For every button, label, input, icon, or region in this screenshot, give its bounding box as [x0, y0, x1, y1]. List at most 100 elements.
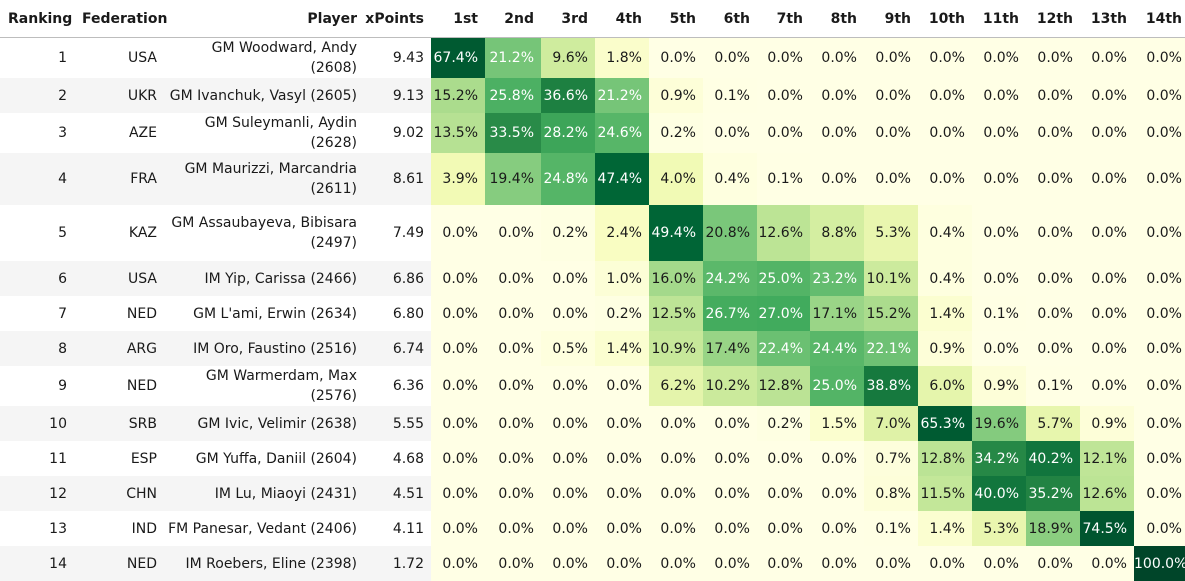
probability-cell: 35.2%: [1026, 476, 1080, 511]
probability-cell: 24.8%: [541, 153, 595, 205]
probability-cell: 0.0%: [485, 546, 541, 581]
probability-cell: 10.1%: [864, 261, 918, 296]
probability-cell: 0.0%: [649, 476, 703, 511]
header-position-6th[interactable]: 6th: [703, 0, 757, 38]
header-position-14th[interactable]: 14th: [1134, 0, 1185, 38]
probability-cell: 0.0%: [485, 406, 541, 441]
probability-cell: 0.0%: [485, 205, 541, 261]
probability-cell: 24.6%: [595, 113, 649, 153]
header-position-9th[interactable]: 9th: [864, 0, 918, 38]
probability-cell: 0.0%: [541, 406, 595, 441]
probability-cell: 0.0%: [757, 38, 810, 79]
probability-cell: 0.0%: [810, 113, 864, 153]
header-position-2nd[interactable]: 2nd: [485, 0, 541, 38]
probability-cell: 12.5%: [649, 296, 703, 331]
probability-cell: 1.4%: [918, 296, 972, 331]
probability-cell: 65.3%: [918, 406, 972, 441]
probability-cell: 0.0%: [703, 441, 757, 476]
probability-cell: 0.1%: [703, 78, 757, 113]
header-position-4th[interactable]: 4th: [595, 0, 649, 38]
probability-cell: 0.0%: [485, 331, 541, 366]
probability-cell: 0.0%: [972, 261, 1026, 296]
xpoints-cell: 1.72: [364, 546, 431, 581]
probability-cell: 0.0%: [972, 331, 1026, 366]
probability-cell: 0.0%: [757, 441, 810, 476]
probability-cell: 0.0%: [431, 331, 485, 366]
probability-cell: 0.0%: [431, 441, 485, 476]
probability-cell: 25.0%: [757, 261, 810, 296]
probability-cell: 0.0%: [1080, 113, 1134, 153]
probability-cell: 0.0%: [649, 546, 703, 581]
header-position-11th[interactable]: 11th: [972, 0, 1026, 38]
probability-cell: 24.2%: [703, 261, 757, 296]
header-player[interactable]: Player: [164, 0, 364, 38]
probability-cell: 0.4%: [918, 261, 972, 296]
probability-cell: 5.7%: [1026, 406, 1080, 441]
xpoints-cell: 6.36: [364, 366, 431, 406]
xpoints-cell: 4.68: [364, 441, 431, 476]
player-cell: GM L'ami, Erwin (2634): [164, 296, 364, 331]
ranking-cell: 5: [0, 205, 74, 261]
player-cell: IM Yip, Carissa (2466): [164, 261, 364, 296]
probability-cell: 0.0%: [541, 511, 595, 546]
probability-cell: 0.0%: [1026, 261, 1080, 296]
header-position-10th[interactable]: 10th: [918, 0, 972, 38]
probability-cell: 0.0%: [1080, 38, 1134, 79]
probability-cell: 0.2%: [757, 406, 810, 441]
federation-cell: AZE: [74, 113, 164, 153]
probability-cell: 0.0%: [1134, 205, 1185, 261]
probability-cell: 0.0%: [431, 205, 485, 261]
xpoints-cell: 7.49: [364, 205, 431, 261]
probability-cell: 0.9%: [972, 366, 1026, 406]
probability-cell: 15.2%: [864, 296, 918, 331]
header-position-12th[interactable]: 12th: [1026, 0, 1080, 38]
probability-cell: 0.0%: [1134, 261, 1185, 296]
probability-cell: 67.4%: [431, 38, 485, 79]
ranking-cell: 3: [0, 113, 74, 153]
probability-cell: 49.4%: [649, 205, 703, 261]
probability-cell: 0.5%: [541, 331, 595, 366]
xpoints-cell: 6.74: [364, 331, 431, 366]
header-position-8th[interactable]: 8th: [810, 0, 864, 38]
header-position-7th[interactable]: 7th: [757, 0, 810, 38]
probability-cell: 40.0%: [972, 476, 1026, 511]
header-federation[interactable]: Federation: [74, 0, 164, 38]
federation-cell: UKR: [74, 78, 164, 113]
probability-cell: 0.0%: [757, 476, 810, 511]
header-ranking[interactable]: Ranking: [0, 0, 74, 38]
probability-cell: 0.0%: [864, 113, 918, 153]
probability-cell: 10.9%: [649, 331, 703, 366]
header-position-13th[interactable]: 13th: [1080, 0, 1134, 38]
probability-cell: 0.0%: [431, 261, 485, 296]
ranking-cell: 2: [0, 78, 74, 113]
xpoints-cell: 5.55: [364, 406, 431, 441]
ranking-cell: 13: [0, 511, 74, 546]
probability-cell: 13.5%: [431, 113, 485, 153]
probability-cell: 0.0%: [1134, 476, 1185, 511]
probability-cell: 0.0%: [1134, 366, 1185, 406]
probability-cell: 28.2%: [541, 113, 595, 153]
probability-cell: 0.0%: [1026, 331, 1080, 366]
header-position-1st[interactable]: 1st: [431, 0, 485, 38]
player-cell: GM Assaubayeva, Bibisara (2497): [164, 205, 364, 261]
probability-cell: 0.0%: [972, 78, 1026, 113]
probability-cell: 0.0%: [485, 511, 541, 546]
probability-cell: 0.0%: [703, 546, 757, 581]
probability-cell: 100.0%: [1134, 546, 1185, 581]
probability-cell: 17.1%: [810, 296, 864, 331]
probability-cell: 0.0%: [485, 261, 541, 296]
header-xpoints[interactable]: xPoints: [364, 0, 431, 38]
probability-cell: 23.2%: [810, 261, 864, 296]
xpoints-cell: 9.02: [364, 113, 431, 153]
probability-cell: 5.3%: [972, 511, 1026, 546]
probability-cell: 0.0%: [810, 476, 864, 511]
probability-cell: 0.0%: [431, 476, 485, 511]
probability-cell: 0.0%: [810, 546, 864, 581]
player-cell: GM Maurizzi, Marcandria (2611): [164, 153, 364, 205]
probability-cell: 0.7%: [864, 441, 918, 476]
header-position-5th[interactable]: 5th: [649, 0, 703, 38]
header-position-3rd[interactable]: 3rd: [541, 0, 595, 38]
